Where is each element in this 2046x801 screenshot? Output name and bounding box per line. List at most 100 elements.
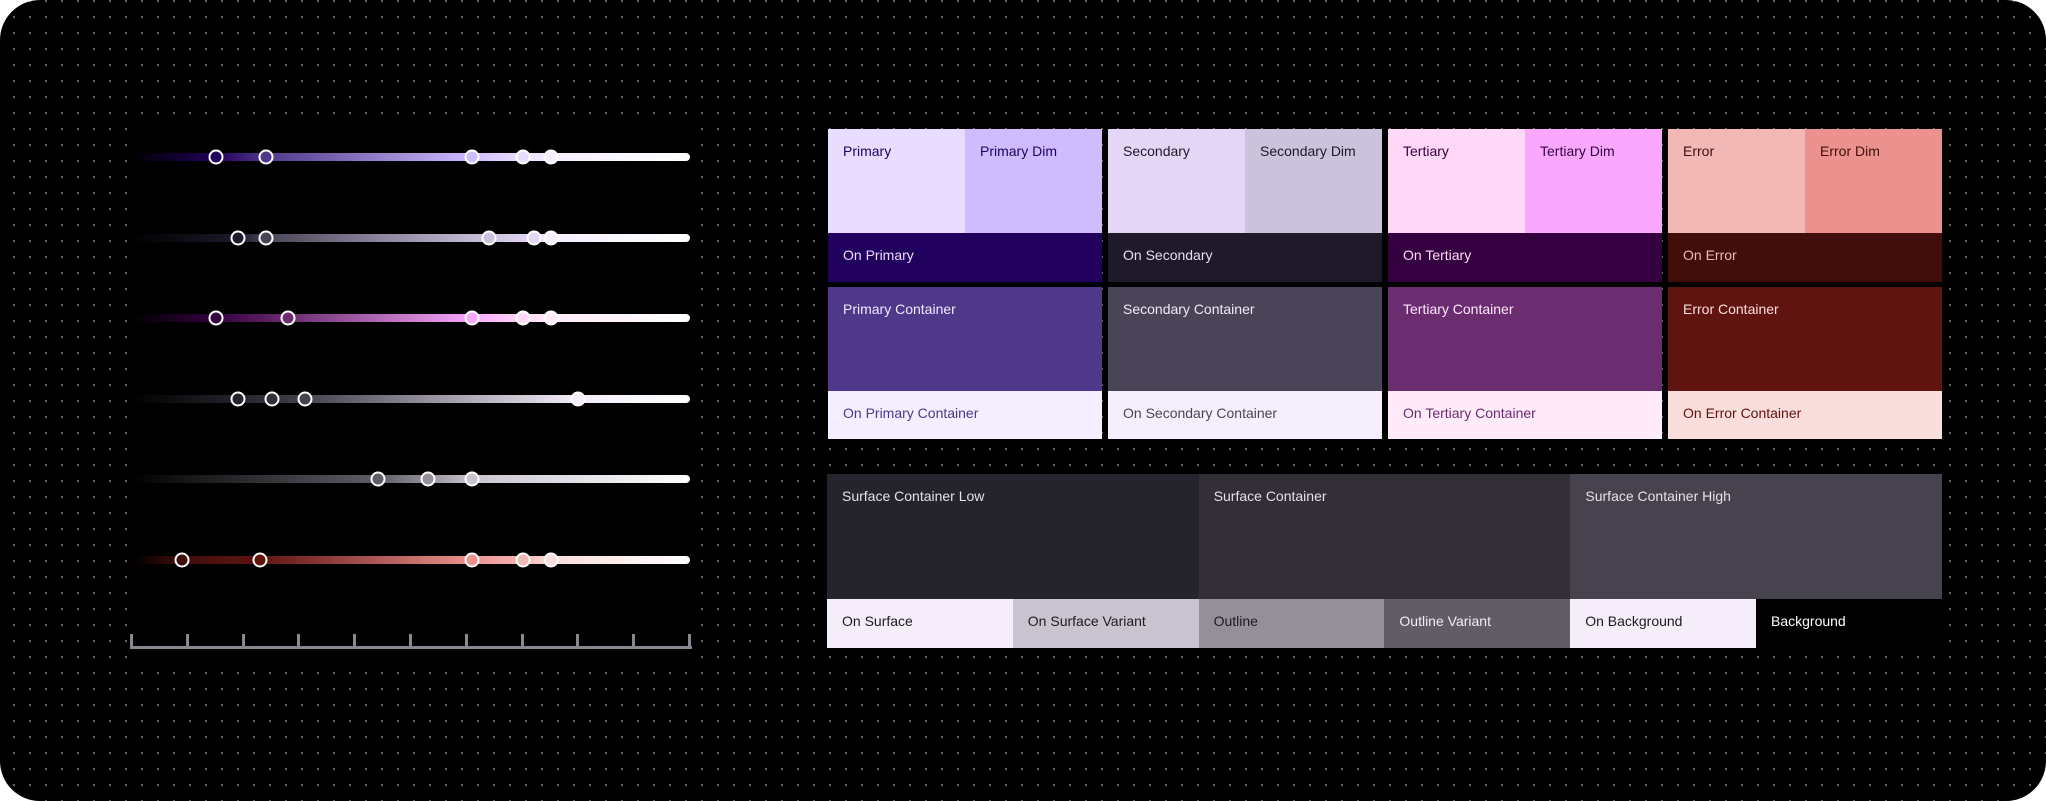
on-tertiary-container-swatch-label: On Tertiary Container: [1403, 405, 1536, 421]
surface-container-high-swatch[interactable]: Surface Container High: [1570, 474, 1943, 599]
tertiary-tone-handle[interactable]: [515, 310, 531, 326]
error-dim-swatch-label: Error Dim: [1820, 143, 1880, 159]
outline-variant-swatch[interactable]: Outline Variant: [1384, 599, 1571, 648]
surface-container-swatch-label: Surface Container: [1213, 488, 1327, 504]
tertiary-dim-swatch-label: Tertiary Dim: [1540, 143, 1615, 159]
error-tone-handle[interactable]: [464, 552, 480, 568]
secondary-container-swatch-label: Secondary Container: [1123, 301, 1255, 317]
on-tertiary-container-swatch[interactable]: On Tertiary Container: [1388, 391, 1662, 439]
error-tonal-track: [132, 556, 690, 564]
tone-axis-tick: [130, 634, 133, 648]
neutral-tone-handle[interactable]: [230, 391, 246, 407]
primary-tone-handle[interactable]: [515, 149, 531, 165]
surface-container-swatch[interactable]: Surface Container: [1198, 474, 1571, 599]
tonal-slider-area: [130, 128, 700, 658]
tone-axis-tick: [688, 634, 691, 648]
primary-swatch-label: Primary: [843, 143, 892, 159]
on-secondary-container-swatch[interactable]: On Secondary Container: [1108, 391, 1382, 439]
primary-dim-swatch-label: Primary Dim: [980, 143, 1057, 159]
surface-container-low-swatch[interactable]: Surface Container Low: [827, 474, 1199, 599]
on-surface-variant-swatch[interactable]: On Surface Variant: [1012, 599, 1199, 648]
outline-variant-swatch-label: Outline Variant: [1399, 613, 1491, 629]
error-tone-handle[interactable]: [252, 552, 268, 568]
on-surface-variant-swatch-label: On Surface Variant: [1027, 613, 1146, 629]
primary-tone-handle[interactable]: [208, 149, 224, 165]
outline-swatch-label: Outline: [1213, 613, 1258, 629]
secondary-tone-handle[interactable]: [481, 230, 497, 246]
primary-tonal-track: [132, 153, 690, 161]
tertiary-tonal-track: [132, 314, 690, 322]
neutral-variant-tonal-track: [132, 475, 690, 483]
error-dim-swatch[interactable]: Error Dim: [1805, 129, 1942, 233]
on-surface-swatch[interactable]: On Surface: [827, 599, 1013, 648]
on-tertiary-swatch-label: On Tertiary: [1403, 247, 1472, 263]
primary-tone-handle[interactable]: [464, 149, 480, 165]
on-secondary-container-swatch-label: On Secondary Container: [1123, 405, 1278, 421]
background-swatch[interactable]: Background: [1756, 599, 1942, 648]
error-tone-handle[interactable]: [174, 552, 190, 568]
primary-container-swatch[interactable]: Primary Container: [828, 287, 1102, 391]
tertiary-tone-handle[interactable]: [464, 310, 480, 326]
tone-axis-tick: [409, 634, 412, 648]
tone-axis-tick: [353, 634, 357, 648]
tertiary-swatch[interactable]: Tertiary: [1388, 129, 1525, 233]
on-error-swatch-label: On Error: [1683, 247, 1737, 263]
secondary-tone-handle[interactable]: [230, 230, 246, 246]
secondary-tone-handle[interactable]: [526, 230, 542, 246]
neutral-variant-tone-handle[interactable]: [420, 471, 436, 487]
outline-swatch[interactable]: Outline: [1198, 599, 1385, 648]
tone-axis-tick: [520, 634, 524, 648]
tone-axis-tick: [576, 634, 580, 648]
tone-axis-tick: [297, 634, 301, 648]
primary-dim-swatch[interactable]: Primary Dim: [965, 129, 1102, 233]
error-swatch[interactable]: Error: [1668, 129, 1805, 233]
on-secondary-swatch[interactable]: On Secondary: [1108, 233, 1382, 282]
secondary-dim-swatch[interactable]: Secondary Dim: [1245, 129, 1382, 233]
neutral-tone-handle[interactable]: [264, 391, 279, 407]
on-background-swatch-label: On Background: [1585, 613, 1683, 629]
secondary-tonal-track: [132, 234, 690, 242]
secondary-container-swatch[interactable]: Secondary Container: [1108, 287, 1382, 391]
tertiary-tone-handle[interactable]: [280, 310, 296, 326]
on-tertiary-swatch[interactable]: On Tertiary: [1388, 233, 1662, 282]
tertiary-container-swatch-label: Tertiary Container: [1403, 301, 1514, 317]
on-primary-swatch[interactable]: On Primary: [828, 233, 1102, 282]
error-container-swatch[interactable]: Error Container: [1668, 287, 1942, 391]
secondary-dim-swatch-label: Secondary Dim: [1260, 143, 1356, 159]
tertiary-tone-handle[interactable]: [208, 310, 224, 326]
tone-axis-tick: [632, 634, 636, 648]
tertiary-swatch-label: Tertiary: [1403, 143, 1449, 159]
secondary-swatch-label: Secondary: [1123, 143, 1190, 159]
on-error-container-swatch-label: On Error Container: [1683, 405, 1802, 421]
on-primary-container-swatch[interactable]: On Primary Container: [828, 391, 1102, 439]
error-tone-handle[interactable]: [515, 552, 531, 568]
primary-tone-handle[interactable]: [543, 149, 558, 165]
tone-axis-tick: [185, 634, 189, 648]
primary-tone-handle[interactable]: [258, 149, 274, 165]
primary-swatch[interactable]: Primary: [828, 129, 965, 233]
tone-axis-tick: [464, 634, 468, 648]
neutral-tonal-track: [132, 395, 690, 403]
on-background-swatch[interactable]: On Background: [1570, 599, 1756, 648]
error-container-swatch-label: Error Container: [1683, 301, 1779, 317]
tertiary-dim-swatch[interactable]: Tertiary Dim: [1525, 129, 1662, 233]
error-tone-handle[interactable]: [543, 552, 558, 568]
primary-container-swatch-label: Primary Container: [843, 301, 956, 317]
neutral-variant-tone-handle[interactable]: [464, 471, 480, 487]
secondary-tone-handle[interactable]: [258, 230, 274, 246]
tertiary-tone-handle[interactable]: [543, 310, 558, 326]
on-primary-container-swatch-label: On Primary Container: [843, 405, 979, 421]
tone-axis-tick: [241, 634, 245, 648]
neutral-tone-handle[interactable]: [570, 391, 586, 407]
tertiary-container-swatch[interactable]: Tertiary Container: [1388, 287, 1662, 391]
secondary-swatch[interactable]: Secondary: [1108, 129, 1245, 233]
neutral-variant-tone-handle[interactable]: [370, 471, 386, 487]
secondary-tone-handle[interactable]: [543, 230, 558, 246]
neutral-tone-handle[interactable]: [297, 391, 313, 407]
error-swatch-label: Error: [1683, 143, 1715, 159]
on-error-swatch[interactable]: On Error: [1668, 233, 1942, 282]
on-error-container-swatch[interactable]: On Error Container: [1668, 391, 1942, 439]
surface-container-low-swatch-label: Surface Container Low: [842, 488, 985, 504]
on-surface-swatch-label: On Surface: [842, 613, 913, 629]
